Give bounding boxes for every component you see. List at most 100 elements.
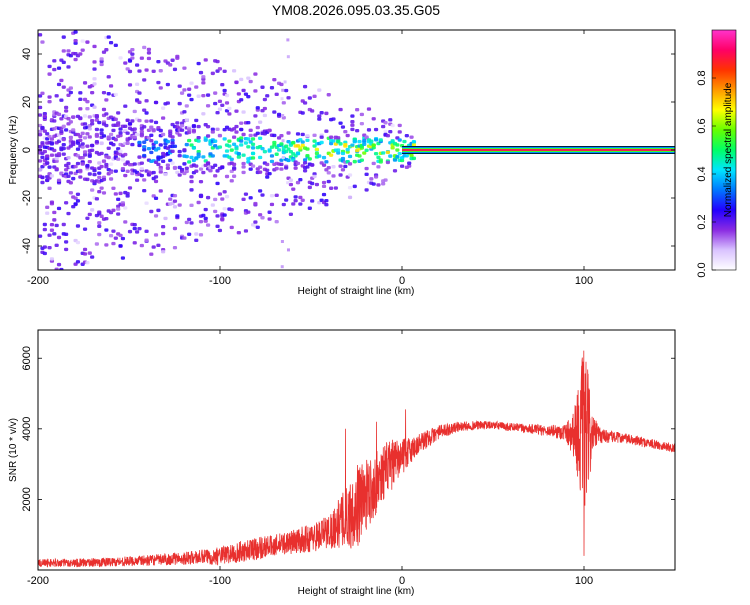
heatmap-cell	[80, 142, 85, 146]
heatmap-cell	[373, 138, 379, 142]
heatmap-cell	[329, 135, 334, 139]
heatmap-cell	[241, 161, 246, 166]
heatmap-cell	[142, 78, 147, 82]
heatmap-band-core	[402, 149, 675, 151]
heatmap-cell	[286, 96, 291, 100]
heatmap-cell	[253, 201, 258, 206]
colorbar-tick-label: 0.2	[696, 214, 708, 229]
heatmap-cell	[149, 119, 154, 123]
heatmap-cell	[113, 117, 118, 122]
heatmap-cell	[120, 256, 126, 260]
heatmap-cell	[276, 112, 282, 117]
heatmap-cell	[355, 108, 360, 112]
heatmap-cell	[187, 232, 192, 236]
heatmap-cell	[217, 228, 223, 233]
heatmap-cell	[161, 159, 166, 164]
heatmap-cell	[411, 139, 417, 144]
heatmap-cell	[201, 170, 206, 175]
heatmap-cell	[106, 135, 111, 140]
heatmap-cell	[137, 69, 142, 73]
heatmap-cell	[52, 148, 57, 153]
heatmap-cell	[87, 212, 92, 217]
heatmap-cell	[68, 90, 73, 95]
heatmap-cell	[350, 123, 355, 127]
heatmap-x-label: Height of straight line (km)	[298, 286, 415, 297]
heatmap-cell	[97, 120, 102, 125]
heatmap-cell	[376, 155, 381, 160]
heatmap-cell	[54, 243, 59, 248]
heatmap-cell	[158, 69, 163, 73]
heatmap-cell	[149, 133, 154, 138]
heatmap-cell	[314, 182, 320, 187]
heatmap-cell	[139, 161, 144, 165]
heatmap-cell	[94, 140, 99, 144]
heatmap-cell	[187, 87, 192, 91]
heatmap-cell	[56, 262, 62, 267]
colorbar-tick-label: 0.8	[696, 70, 708, 85]
snr-panel: -200 -100 0 100 2000 4000 6000 Height of stra…	[8, 329, 676, 597]
heatmap-cell	[127, 83, 133, 87]
heatmap-cell	[300, 132, 305, 137]
heatmap-cell	[118, 244, 123, 248]
heatmap-cell	[198, 167, 204, 171]
heatmap-cell	[49, 200, 55, 204]
heatmap-cell	[232, 174, 237, 178]
heatmap-cell	[135, 63, 140, 67]
heatmap-cell	[42, 149, 47, 154]
heatmap-cell	[269, 202, 275, 207]
heatmap-cell	[371, 161, 376, 166]
heatmap-cell	[284, 144, 289, 148]
heatmap-cell	[142, 45, 147, 50]
heatmap-cell	[203, 58, 208, 62]
heatmap-cell	[87, 115, 92, 119]
heatmap-cell	[156, 59, 161, 64]
heatmap-cell	[267, 149, 272, 153]
snr-series-line	[38, 350, 675, 568]
heatmap-cell	[198, 219, 204, 224]
heatmap-cell	[73, 57, 78, 62]
heatmap-cell	[329, 186, 334, 190]
heatmap-cell	[184, 118, 189, 122]
heatmap-cell	[274, 152, 279, 156]
heatmap-cell	[61, 124, 66, 129]
heatmap-cell	[324, 111, 329, 116]
heatmap-cell	[66, 161, 71, 166]
heatmap-cell	[326, 93, 331, 97]
heatmap-cell	[227, 112, 232, 116]
heatmap-cell	[203, 207, 208, 212]
heatmap-cell	[281, 88, 285, 92]
heatmap-cell	[170, 58, 175, 62]
heatmap-cell	[45, 156, 50, 161]
heatmap-cell	[108, 162, 114, 166]
heatmap-cell	[210, 71, 215, 76]
heatmap-cell	[120, 203, 126, 207]
heatmap-cell	[383, 121, 388, 125]
heatmap-cell	[298, 195, 303, 200]
heatmap-cell	[68, 86, 73, 90]
heatmap-cell	[385, 150, 391, 155]
heatmap-cell	[205, 124, 211, 129]
heatmap-cell	[260, 216, 265, 220]
heatmap-cell	[66, 93, 71, 97]
heatmap-cell	[267, 217, 272, 221]
heatmap-cell	[196, 61, 201, 66]
heatmap-cell	[163, 216, 168, 221]
heatmap-cell	[269, 154, 275, 158]
heatmap-cell	[314, 151, 320, 156]
heatmap-cell	[302, 161, 308, 165]
heatmap-cell	[187, 93, 192, 97]
heatmap-cell	[123, 128, 128, 132]
heatmap-cell	[92, 60, 97, 64]
heatmap-cell	[359, 121, 364, 126]
heatmap-cell	[66, 49, 71, 53]
heatmap-cell	[42, 222, 47, 227]
heatmap-cell	[293, 195, 298, 199]
heatmap-cell	[64, 232, 69, 237]
heatmap-cell	[184, 220, 189, 225]
heatmap-cell	[118, 56, 123, 60]
heatmap-cell	[123, 220, 128, 224]
heatmap-cell	[47, 99, 52, 104]
heatmap-cell	[142, 145, 147, 149]
heatmap-cell	[56, 235, 62, 240]
heatmap-cell	[40, 141, 45, 145]
